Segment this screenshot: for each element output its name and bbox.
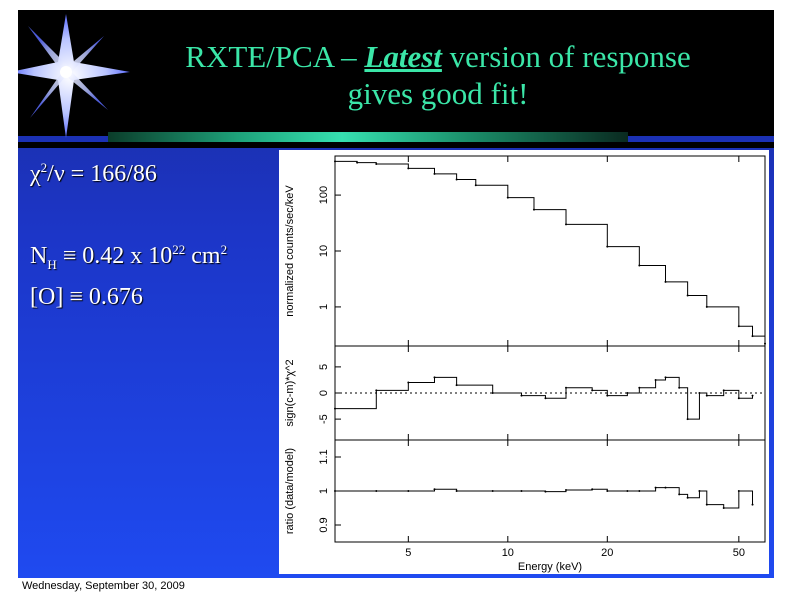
data-point-ratio <box>686 496 689 499</box>
header-gradient-bar <box>108 132 628 142</box>
data-point-ratio <box>375 490 378 492</box>
panel-frame-counts <box>334 155 766 347</box>
data-point-counts <box>506 196 509 199</box>
data-point-residuals <box>686 418 689 421</box>
y-tick-label-counts: 100 <box>318 186 330 204</box>
x-tick-label: 10 <box>502 547 514 559</box>
y-tick-label-ratio: 0.9 <box>318 517 330 532</box>
data-point-ratio <box>565 488 568 491</box>
data-point-counts <box>375 162 378 165</box>
data-point-residuals <box>407 381 410 384</box>
data-point-residuals <box>705 394 708 397</box>
data-point-residuals <box>722 389 725 392</box>
data-point-counts <box>705 305 708 308</box>
data-point-residuals <box>455 384 458 387</box>
data-point-residuals <box>520 394 523 397</box>
data-point-residuals <box>375 389 378 392</box>
y-tick-label-ratio: 1.1 <box>318 449 330 464</box>
data-point-counts <box>764 342 766 345</box>
data-point-residuals <box>737 397 740 400</box>
data-point-residuals <box>591 389 594 392</box>
x-tick-label: 20 <box>601 547 613 559</box>
data-point-ratio <box>520 490 523 492</box>
y-tick-label-counts: 10 <box>318 245 330 257</box>
data-point-ratio <box>491 490 494 492</box>
x-tick-label: 50 <box>733 547 745 559</box>
data-point-residuals <box>638 386 641 389</box>
data-point-ratio <box>407 490 410 492</box>
y-tick-label-residuals: 5 <box>318 364 330 370</box>
data-point-ratio <box>606 490 609 492</box>
data-point-residuals <box>678 386 681 389</box>
y-tick-label-residuals: -5 <box>318 414 330 424</box>
y-tick-label-ratio: 1 <box>318 488 330 494</box>
page-title: RXTE/PCA – Latest version of response gi… <box>185 39 691 111</box>
y-axis-label-residuals: sign(c-m)*χ^2 <box>284 359 296 426</box>
slide-header <box>18 10 774 136</box>
data-point-ratio <box>678 493 681 496</box>
data-point-counts <box>565 223 568 226</box>
data-point-ratio <box>626 490 629 492</box>
data-point-ratio <box>654 486 657 489</box>
data-point-residuals <box>565 386 568 389</box>
series-ratio <box>335 487 754 509</box>
star-logo-icon <box>18 14 130 138</box>
data-point-ratio <box>544 490 547 493</box>
data-point-counts <box>686 294 689 297</box>
data-point-ratio <box>664 486 667 489</box>
y-tick-label-residuals: 0 <box>318 390 330 396</box>
data-point-counts <box>664 280 667 283</box>
data-point-residuals <box>433 376 436 379</box>
data-point-residuals <box>664 376 667 379</box>
data-point-counts <box>638 264 641 267</box>
data-point-ratio <box>433 488 436 491</box>
spectrum-plot: 1 10 100 normalized counts/sec/keV -5 0 5 sign(… <box>279 150 769 574</box>
x-axis-label: Energy (keV) <box>518 561 582 573</box>
data-point-residuals <box>544 397 547 400</box>
data-point-ratio <box>737 490 740 492</box>
data-point-residuals <box>751 394 754 397</box>
column-density-stat: NH ≡ 0.42 x 1022 cm2 <box>30 242 228 272</box>
data-point-counts <box>455 178 458 181</box>
data-point-counts <box>356 161 359 164</box>
data-point-counts <box>334 160 336 163</box>
spectrum-chart: 1 10 100 normalized counts/sec/keV -5 0 5 sign(… <box>284 155 766 573</box>
data-point-ratio <box>722 507 725 509</box>
data-point-residuals <box>654 378 657 381</box>
data-point-ratio <box>638 490 641 492</box>
oxygen-abundance-stat: [O] ≡ 0.676 <box>30 284 143 310</box>
data-point-counts <box>433 172 436 175</box>
y-tick-label-counts: 1 <box>318 304 330 310</box>
title-emphasis: Latest <box>364 39 442 74</box>
data-point-ratio <box>455 490 458 492</box>
y-axis-label-counts: normalized counts/sec/keV <box>284 185 296 317</box>
header-underline <box>18 142 774 148</box>
data-point-residuals <box>606 394 609 397</box>
data-point-counts <box>737 325 740 328</box>
data-point-ratio <box>334 490 336 492</box>
data-point-residuals <box>334 407 336 410</box>
data-point-counts <box>751 335 754 338</box>
data-point-counts <box>407 167 410 170</box>
data-point-ratio <box>751 503 754 506</box>
data-point-ratio <box>698 490 701 492</box>
data-point-counts <box>474 184 477 187</box>
data-point-ratio <box>591 488 594 491</box>
x-tick-label: 5 <box>405 547 411 559</box>
data-point-counts <box>532 208 535 211</box>
y-axis-label-ratio: ratio (data/model) <box>284 448 296 534</box>
data-point-ratio <box>705 503 708 506</box>
data-point-residuals <box>491 392 494 394</box>
footer-date: Wednesday, September 30, 2009 <box>22 580 185 592</box>
data-point-counts <box>606 245 609 248</box>
chi-squared-stat: χ2/ν = 166/86 <box>30 160 157 187</box>
series-residuals <box>335 376 754 420</box>
data-point-residuals <box>698 392 701 394</box>
series-counts <box>335 160 766 344</box>
